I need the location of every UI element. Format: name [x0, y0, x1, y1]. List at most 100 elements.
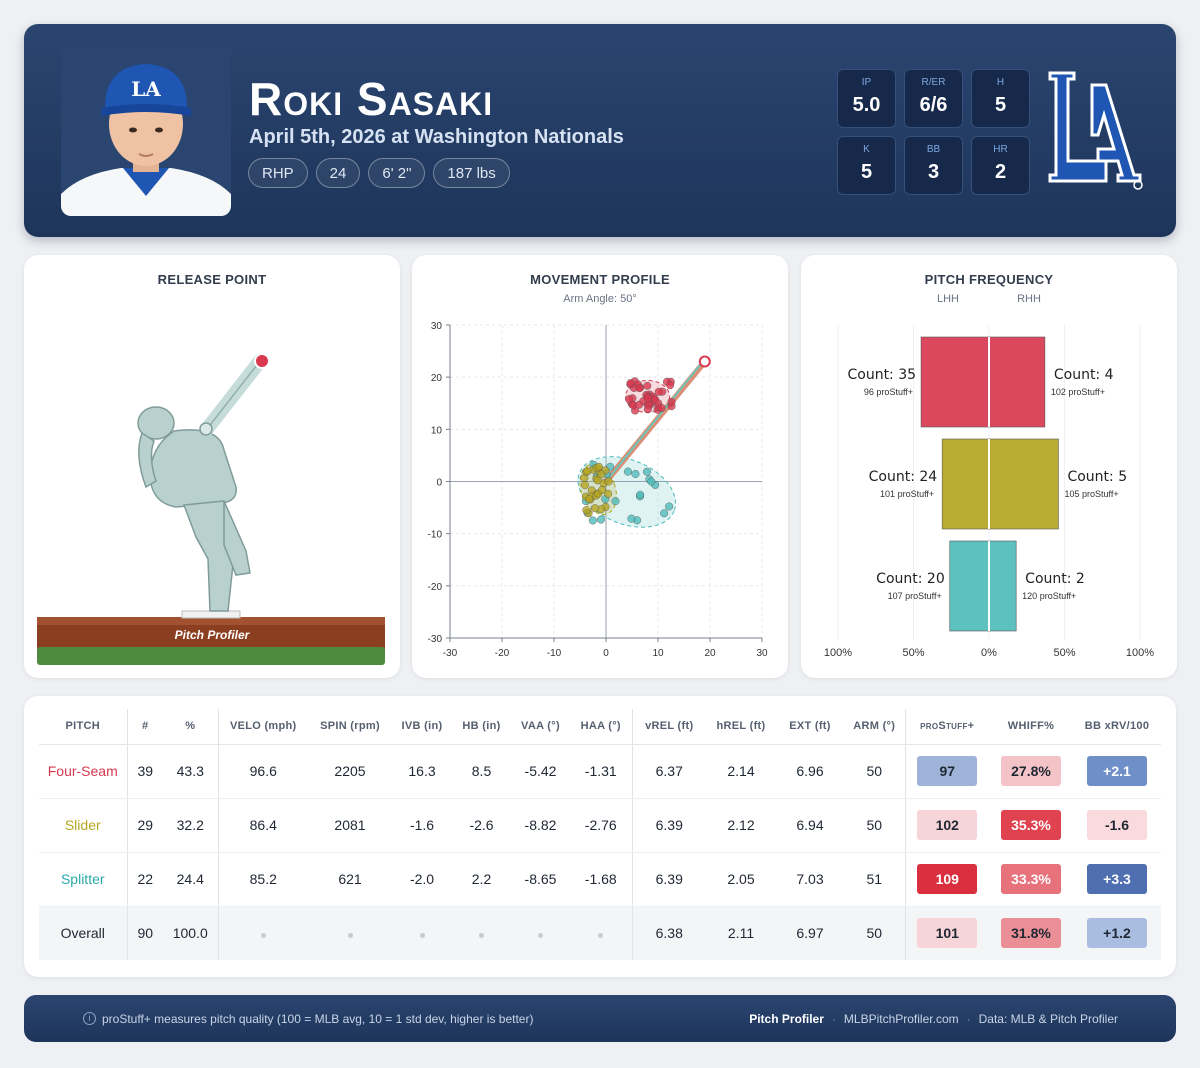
ivb-cell: -1.6 — [392, 798, 452, 853]
y-tick-label: 20 — [431, 373, 443, 384]
lhh-count-label: Count: 24 — [869, 469, 938, 485]
splitter-point — [623, 467, 632, 476]
whiff-cell: 27.8% — [989, 744, 1073, 799]
prostuff-cell: 109 — [904, 852, 989, 907]
ivb-cell — [392, 906, 452, 960]
hb-cell: -2.6 — [452, 798, 511, 853]
hb-cell: 2.2 — [452, 852, 511, 907]
table-header-row: PITCH # % VELO (mph) SPIN (rpm) IVB (in)… — [39, 709, 1161, 745]
rhh-label: RHH — [1017, 293, 1041, 305]
whiff-cell: 33.3% — [989, 852, 1073, 907]
stat-ip: IP 5.0 — [837, 69, 896, 128]
arm-cell: 50 — [844, 744, 905, 799]
four-seam-point — [643, 394, 652, 403]
four-seam-point — [643, 405, 652, 414]
spin-cell — [308, 906, 392, 960]
pct-cell: 43.3 — [163, 744, 218, 799]
pitcher-silhouette — [137, 406, 251, 612]
stat-bb: BB 3 — [904, 136, 963, 195]
lhh-prostuff-label: 107 proStuff+ — [888, 591, 942, 601]
pitch-name-cell: Four-Seam — [39, 744, 127, 799]
col-prostuff: proStuff+ — [904, 709, 989, 745]
slider-point — [597, 470, 606, 479]
lhh-count-label: Count: 20 — [876, 571, 945, 587]
count-cell: 22 — [126, 852, 163, 907]
rhh-count-label: Count: 2 — [1025, 571, 1085, 587]
splitter-point — [596, 515, 605, 524]
y-tick-label: 0 — [436, 478, 442, 489]
rhh-bar — [988, 438, 1059, 530]
arm-cell: 51 — [844, 852, 905, 907]
xrv-cell: +3.3 — [1073, 852, 1161, 907]
arm-angle-label: Arm Angle: 50° — [563, 293, 637, 305]
haa-cell — [570, 906, 632, 960]
ivb-cell: 16.3 — [392, 744, 452, 799]
frequency-axis-tick: 100% — [1126, 647, 1154, 659]
splitter-point — [611, 497, 620, 506]
col-spin: SPIN (rpm) — [308, 709, 392, 745]
col-arm: ARM (°) — [844, 709, 905, 745]
xrv-cell: +1.2 — [1073, 906, 1161, 960]
footer-site-link[interactable]: MLBPitchProfiler.com — [843, 1012, 959, 1026]
prostuff-cell: 101 — [904, 906, 989, 960]
col-vaa: VAA (°) — [511, 709, 570, 745]
four-seam-point — [657, 403, 666, 412]
col-whiff: WHIFF% — [989, 709, 1073, 745]
table-row: Four-Seam 39 43.3 96.6 2205 16.3 8.5 -5.42 -1.31… — [39, 744, 1161, 799]
player-attributes: RHP 24 6' 2" 187 lbs — [248, 158, 510, 188]
pitch-name-cell: Overall — [39, 906, 127, 960]
velo-cell — [217, 906, 308, 960]
age-pill: 24 — [315, 158, 361, 188]
ext-cell: 6.97 — [776, 906, 844, 960]
x-tick-label: 20 — [704, 648, 716, 659]
vrel-cell: 6.39 — [631, 798, 706, 853]
splitter-point — [660, 509, 669, 518]
ext-cell: 7.03 — [776, 852, 844, 907]
lhh-count-label: Count: 35 — [847, 367, 916, 383]
table-row-overall: Overall 90 100.0 6.38 2.11 6.97 50 101 31.8% +1.2 — [39, 906, 1161, 960]
pct-cell: 24.4 — [163, 852, 218, 907]
stat-hr: HR 2 — [971, 136, 1030, 195]
dodgers-la-logo — [1044, 69, 1144, 196]
velo-cell: 86.4 — [217, 798, 308, 853]
col-ivb: IVB (in) — [392, 709, 452, 745]
col-pitch: PITCH — [39, 709, 127, 745]
x-tick-label: 30 — [756, 648, 768, 659]
lhh-bar — [949, 540, 990, 632]
haa-cell: -2.76 — [570, 798, 632, 853]
pitch-metrics-card: PITCH # % VELO (mph) SPIN (rpm) IVB (in)… — [24, 696, 1176, 977]
release-point-title: RELEASE POINT — [157, 272, 267, 287]
footer-credits: Pitch Profiler · MLBPitchProfiler.com · … — [749, 1012, 1118, 1026]
hrel-cell: 2.12 — [706, 798, 776, 853]
vrel-cell: 6.38 — [631, 906, 706, 960]
frequency-axis-tick: 0% — [981, 647, 997, 659]
col-count: # — [126, 709, 163, 745]
table-row: Slider 29 32.2 86.4 2081 -1.6 -2.6 -8.82 -2.76 6.… — [39, 798, 1161, 853]
four-seam-point — [635, 400, 644, 409]
ivb-cell: -2.0 — [392, 852, 452, 907]
x-tick-label: -20 — [495, 648, 510, 659]
vaa-cell — [511, 906, 570, 960]
col-haa: HAA (°) — [570, 709, 632, 745]
pct-cell: 32.2 — [163, 798, 218, 853]
pitch-name-cell: Splitter — [39, 852, 127, 907]
spin-cell: 2205 — [308, 744, 392, 799]
splitter-point — [647, 477, 656, 486]
splitter-point — [627, 514, 636, 523]
game-subtitle: April 5th, 2026 at Washington Nationals — [249, 126, 624, 148]
player-header: LA Roki Sasaki April 5th, 2026 at Washin… — [24, 24, 1176, 237]
movement-profile-title: MOVEMENT PROFILE — [530, 272, 670, 287]
pct-cell: 100.0 — [163, 906, 218, 960]
count-cell: 90 — [126, 906, 163, 960]
vrel-cell: 6.37 — [631, 744, 706, 799]
velo-cell: 85.2 — [217, 852, 308, 907]
prostuff-cell: 97 — [904, 744, 989, 799]
lhh-label: LHH — [936, 293, 959, 305]
arm-slot-marker — [698, 355, 711, 368]
splitter-point — [636, 490, 645, 499]
splitter-point — [631, 469, 640, 478]
slider-point — [604, 477, 613, 486]
four-seam-point — [625, 395, 634, 404]
rhh-prostuff-label: 105 proStuff+ — [1064, 489, 1118, 499]
